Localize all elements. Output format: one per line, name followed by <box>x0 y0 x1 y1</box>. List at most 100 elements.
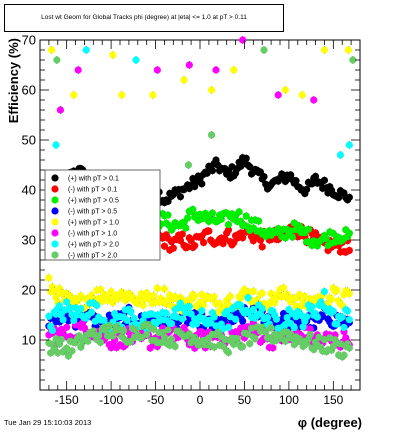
legend-marker <box>51 229 59 237</box>
data-point <box>45 274 53 282</box>
data-point <box>327 295 336 303</box>
data-point <box>303 313 311 321</box>
data-point <box>189 205 197 214</box>
data-point <box>45 312 53 320</box>
data-point <box>208 209 217 217</box>
legend-label: (+) with pT > 0.1 <box>68 176 119 183</box>
data-point <box>258 243 266 251</box>
legend-marker <box>51 207 59 215</box>
data-point <box>208 167 217 175</box>
data-point <box>255 217 263 225</box>
data-point <box>303 185 311 194</box>
data-point <box>224 226 233 234</box>
y-tick-label: 20 <box>22 283 36 298</box>
data-point <box>207 86 216 94</box>
data-point <box>63 344 71 352</box>
legend-label: (-) with pT > 1.0 <box>68 231 117 238</box>
data-point <box>148 310 156 318</box>
title-box: Lost wt Geom for Global Tracks phi (degr… <box>4 4 284 32</box>
x-axis: -150 -100 -50 0 50 100 150 <box>39 40 361 407</box>
legend-marker <box>51 240 59 248</box>
plot-points <box>45 36 357 361</box>
data-point <box>242 154 250 162</box>
data-point <box>50 287 58 295</box>
data-point <box>184 161 193 169</box>
data-point <box>320 287 329 296</box>
data-point <box>205 227 213 235</box>
data-point <box>244 288 252 296</box>
legend-label: (-) with pT > 0.5 <box>68 209 117 216</box>
x-tick-label: -150 <box>55 393 79 407</box>
data-point <box>340 323 348 332</box>
data-point <box>210 293 218 301</box>
data-point <box>251 335 259 343</box>
data-point <box>345 316 353 324</box>
data-point <box>180 76 188 84</box>
y-tick-label: 50 <box>22 133 36 148</box>
data-point <box>212 66 220 74</box>
data-point <box>77 292 85 300</box>
legend-marker <box>51 174 59 182</box>
x-tick-label: 50 <box>238 393 252 407</box>
y-tick-label: 10 <box>22 333 36 348</box>
data-point <box>143 330 151 339</box>
x-axis-label: φ (degree) <box>298 415 362 430</box>
data-point <box>183 214 192 222</box>
data-point <box>164 197 172 205</box>
data-point <box>338 313 346 321</box>
data-point <box>306 325 314 333</box>
data-point <box>187 236 195 245</box>
data-point <box>100 316 108 325</box>
data-point <box>139 301 147 309</box>
data-point <box>239 342 247 351</box>
data-point <box>345 290 353 298</box>
data-point <box>345 344 353 352</box>
data-point <box>344 46 353 54</box>
data-point <box>260 46 268 54</box>
data-point <box>178 315 186 323</box>
data-point <box>313 313 321 321</box>
data-point <box>167 319 176 328</box>
data-point <box>320 176 329 184</box>
legend-label: (+) with pT > 1.0 <box>68 220 119 227</box>
data-point <box>176 193 185 201</box>
data-point <box>52 141 60 149</box>
data-point <box>47 46 56 54</box>
data-point <box>239 234 247 242</box>
data-point <box>105 322 113 330</box>
y-axis: 10 20 30 40 50 60 70 <box>22 33 360 391</box>
data-point <box>137 333 145 342</box>
data-point <box>150 325 158 333</box>
data-point <box>244 294 252 302</box>
data-point <box>130 314 138 323</box>
data-point <box>185 303 193 311</box>
data-point <box>63 298 71 306</box>
data-point <box>311 172 320 180</box>
data-point <box>191 292 199 300</box>
legend-box <box>44 169 161 261</box>
data-point <box>183 243 192 251</box>
data-point <box>345 229 353 237</box>
x-tick-label: 100 <box>279 393 299 407</box>
data-point <box>198 180 206 188</box>
data-point <box>150 292 158 300</box>
data-point <box>260 173 268 181</box>
data-point <box>306 331 314 339</box>
data-point <box>304 225 313 233</box>
series-8 <box>45 320 353 361</box>
data-point <box>345 141 353 149</box>
y-tick-label: 40 <box>22 183 36 198</box>
data-point <box>127 308 135 316</box>
legend-marker <box>51 218 59 226</box>
data-point <box>267 324 275 332</box>
legend-marker <box>51 251 59 259</box>
data-point <box>178 230 186 238</box>
data-point <box>84 337 92 345</box>
data-point <box>70 316 78 324</box>
data-point <box>335 193 343 202</box>
data-point <box>249 287 257 295</box>
data-point <box>292 177 300 185</box>
data-point <box>329 307 337 315</box>
data-point <box>160 285 169 293</box>
